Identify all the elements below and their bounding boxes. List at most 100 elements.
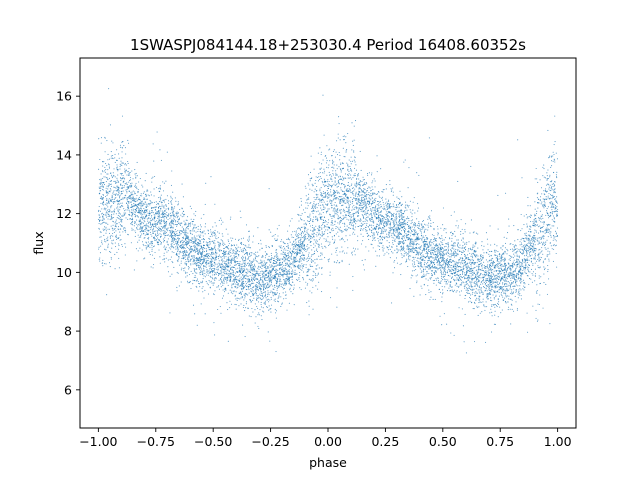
data-point (306, 249, 308, 251)
data-point (299, 234, 301, 236)
data-point (400, 250, 402, 252)
data-point (551, 180, 553, 182)
data-point (506, 237, 508, 239)
data-point (478, 299, 480, 301)
data-point (546, 224, 548, 226)
data-point (291, 218, 293, 220)
data-point (307, 254, 310, 256)
data-point (461, 269, 463, 271)
data-point (487, 275, 490, 277)
data-point (192, 272, 194, 275)
data-point (298, 266, 300, 268)
data-point (278, 261, 281, 264)
data-point (179, 233, 181, 235)
data-point (172, 240, 174, 242)
data-point (195, 251, 197, 253)
data-point (516, 259, 518, 261)
data-point (505, 278, 507, 280)
data-point (208, 244, 210, 246)
data-point (97, 218, 99, 221)
data-point (546, 293, 549, 295)
data-point (509, 255, 512, 257)
data-point (310, 218, 312, 220)
data-point (341, 259, 343, 261)
data-point (349, 212, 351, 214)
data-point (474, 294, 476, 297)
data-point (105, 213, 107, 215)
data-point (334, 184, 336, 187)
data-point (527, 239, 529, 241)
data-point (492, 286, 494, 288)
data-point (543, 176, 545, 178)
data-point (187, 232, 189, 234)
data-point (351, 187, 354, 189)
data-point (269, 271, 272, 273)
data-point (401, 196, 403, 198)
data-point (491, 288, 493, 291)
data-point (191, 223, 193, 225)
data-point (292, 262, 294, 264)
data-point (354, 157, 356, 159)
data-point (378, 218, 380, 220)
data-point (321, 216, 323, 218)
data-point (348, 184, 350, 186)
data-point (116, 164, 118, 166)
data-point (344, 229, 347, 231)
data-point (341, 261, 343, 263)
data-point (293, 245, 295, 247)
data-point (467, 259, 469, 261)
data-point (377, 234, 379, 236)
data-point (137, 229, 139, 231)
data-point (440, 255, 442, 257)
data-point (410, 228, 412, 230)
data-point (336, 204, 338, 206)
data-point (513, 259, 515, 261)
data-point (347, 168, 349, 170)
data-point (338, 183, 340, 185)
data-point (526, 312, 528, 314)
data-point (537, 232, 540, 234)
data-point (110, 258, 112, 260)
data-point (328, 208, 330, 210)
data-point (536, 240, 538, 242)
data-point (113, 186, 115, 188)
data-point (183, 215, 185, 217)
data-point (440, 241, 442, 243)
data-point (187, 240, 189, 243)
data-point (234, 279, 236, 281)
data-point (345, 228, 347, 230)
data-point (420, 271, 422, 273)
data-point (373, 212, 375, 214)
data-point (111, 211, 113, 213)
data-point (261, 273, 263, 275)
data-point (245, 307, 247, 309)
data-point (236, 297, 238, 299)
data-point (372, 234, 374, 236)
data-point (207, 293, 210, 295)
data-point (336, 287, 338, 289)
data-point (288, 273, 290, 275)
data-point (104, 171, 106, 173)
data-point (287, 243, 289, 245)
data-point (343, 252, 346, 254)
data-point (301, 263, 303, 265)
data-point (428, 266, 430, 268)
data-point (392, 214, 394, 216)
data-point (343, 139, 345, 141)
data-point (402, 243, 404, 245)
data-point (428, 289, 430, 291)
data-point (288, 276, 290, 278)
data-point (113, 216, 115, 219)
data-point (246, 293, 248, 295)
data-point (281, 275, 284, 277)
data-point (276, 238, 278, 240)
data-point (370, 213, 372, 215)
data-point (458, 270, 460, 272)
data-point (144, 198, 146, 200)
data-point (479, 260, 481, 262)
data-point (230, 248, 232, 250)
data-point (179, 223, 181, 225)
data-point (125, 209, 127, 211)
data-point (525, 238, 527, 240)
data-point (189, 232, 191, 234)
